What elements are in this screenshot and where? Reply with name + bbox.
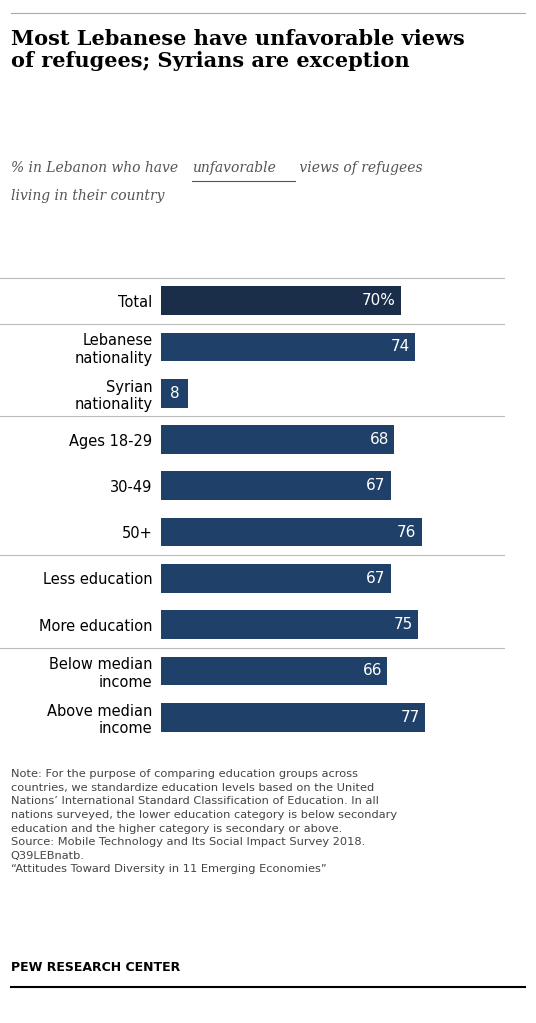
Bar [161, 564, 391, 592]
Text: 74: 74 [390, 340, 410, 354]
Bar [161, 518, 421, 546]
Bar [161, 426, 394, 454]
Text: 8: 8 [170, 386, 180, 401]
Text: % in Lebanon who have: % in Lebanon who have [11, 161, 182, 175]
Text: 75: 75 [393, 617, 413, 632]
Bar [161, 611, 418, 639]
Text: PEW RESEARCH CENTER: PEW RESEARCH CENTER [11, 961, 180, 974]
Bar [161, 379, 188, 407]
Text: views of refugees: views of refugees [295, 161, 423, 175]
Text: 67: 67 [366, 479, 385, 493]
Text: unfavorable: unfavorable [192, 161, 276, 175]
Text: living in their country: living in their country [11, 189, 164, 204]
Text: 68: 68 [369, 432, 389, 447]
Text: 77: 77 [400, 710, 420, 724]
Bar [161, 657, 387, 685]
Text: 67: 67 [366, 571, 385, 586]
Text: 70%: 70% [362, 294, 396, 308]
Bar [161, 472, 391, 500]
Bar [161, 332, 415, 361]
Bar [161, 703, 425, 731]
Text: Most Lebanese have unfavorable views
of refugees; Syrians are exception: Most Lebanese have unfavorable views of … [11, 29, 465, 71]
Bar [161, 286, 401, 315]
Text: 76: 76 [397, 525, 416, 539]
Text: 66: 66 [362, 664, 382, 678]
Text: Note: For the purpose of comparing education groups across
countries, we standar: Note: For the purpose of comparing educa… [11, 769, 397, 875]
